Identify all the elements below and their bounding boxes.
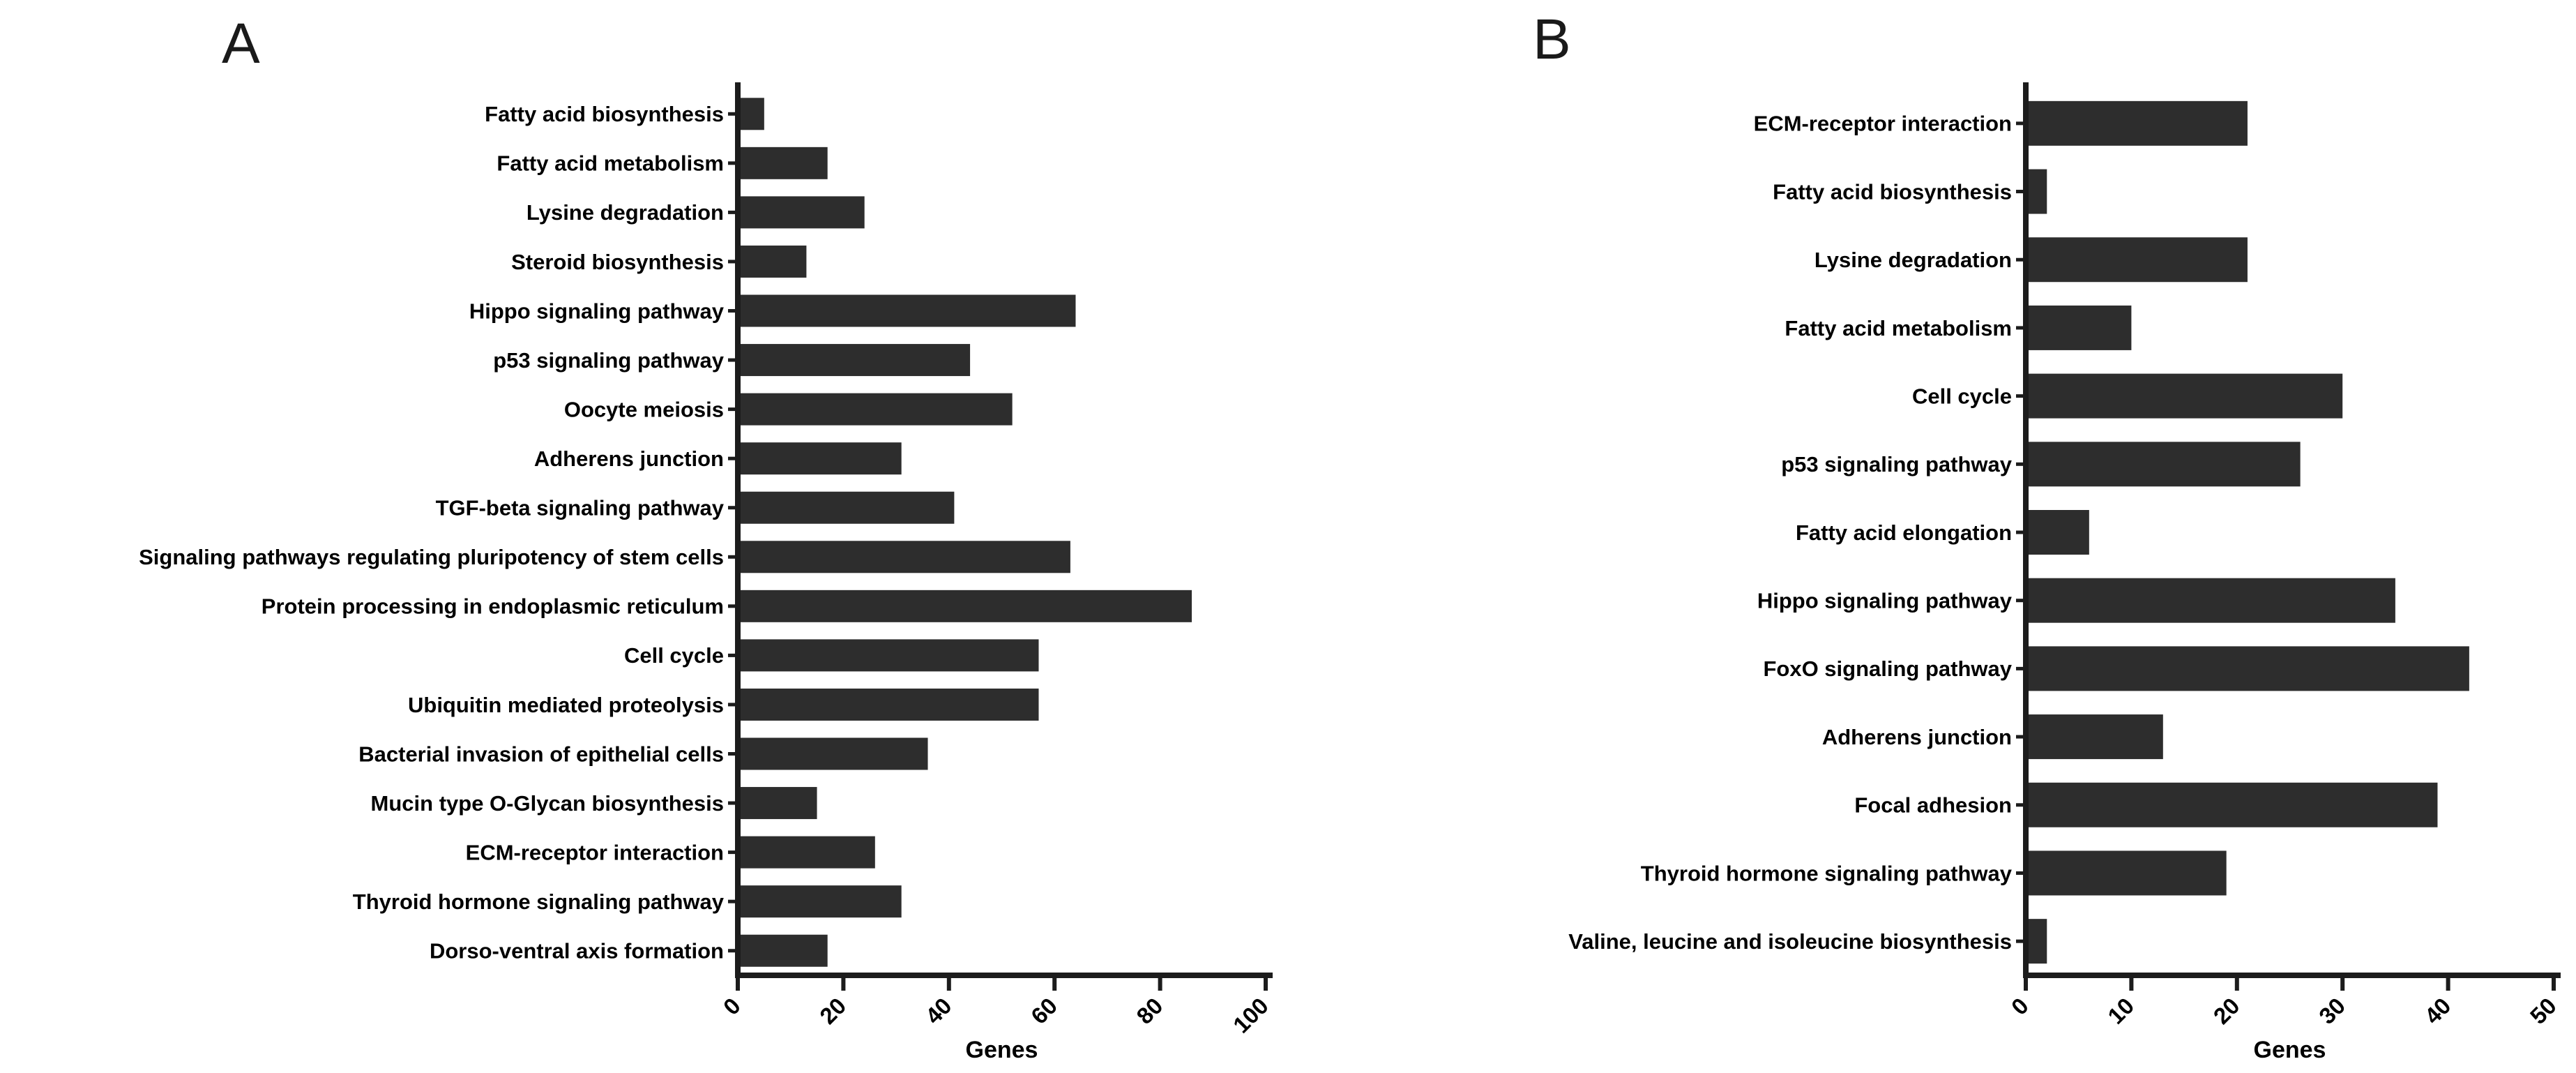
bar	[2026, 373, 2343, 419]
category-label: Lysine degradation	[1814, 248, 2012, 272]
x-axis-title: Genes	[966, 1037, 1038, 1063]
x-tick-label: 30	[2314, 993, 2350, 1029]
bar	[738, 491, 955, 524]
bar	[2026, 510, 2089, 555]
x-tick-label: 0	[2006, 993, 2033, 1020]
x-tick-label: 40	[920, 993, 957, 1029]
bar	[2026, 100, 2248, 146]
bar	[738, 393, 1013, 426]
x-tick-label: 100	[1228, 993, 1273, 1038]
bar	[2026, 237, 2248, 283]
bar	[738, 98, 764, 130]
x-tick-label: 20	[2208, 993, 2245, 1029]
category-label: Fatty acid elongation	[1796, 520, 2012, 545]
bar	[2026, 646, 2469, 691]
category-label: Adherens junction	[1822, 725, 2012, 749]
bar	[738, 934, 828, 967]
category-label: p53 signaling pathway	[493, 348, 724, 373]
bar	[2026, 782, 2438, 827]
category-label: Fatty acid biosynthesis	[1773, 179, 2012, 204]
bar	[738, 836, 875, 869]
bar	[738, 196, 865, 229]
bar	[738, 294, 1076, 327]
category-label: Mucin type O-Glycan biosynthesis	[371, 791, 724, 816]
category-label: Steroid biosynthesis	[511, 250, 724, 274]
x-tick-label: 80	[1131, 993, 1167, 1029]
panel-letter-b: B	[1533, 8, 1571, 71]
category-label: Hippo signaling pathway	[469, 299, 725, 323]
bar	[738, 147, 828, 179]
bar	[738, 688, 1039, 721]
bar	[738, 442, 902, 475]
bar	[738, 590, 1192, 622]
category-label: Fatty acid metabolism	[1785, 316, 2012, 340]
category-label: Bacterial invasion of epithelial cells	[358, 742, 724, 766]
category-label: Adherens junction	[534, 447, 724, 471]
bar	[2026, 714, 2163, 760]
bar	[738, 541, 1070, 573]
category-label: Thyroid hormone signaling pathway	[1641, 861, 2013, 885]
category-label: ECM-receptor interaction	[466, 840, 724, 864]
bar	[2026, 919, 2047, 964]
bar	[738, 885, 902, 918]
x-tick-label: 20	[815, 993, 851, 1029]
bar-chart-panel-a: Fatty acid biosynthesis Fatty acid metabo…	[139, 82, 1273, 1063]
bar	[738, 787, 817, 820]
category-label: p53 signaling pathway	[1781, 452, 2012, 477]
category-label: Valine, leucine and isoleucine biosynthe…	[1568, 929, 2012, 954]
bar	[2026, 442, 2301, 487]
bar	[2026, 305, 2132, 350]
x-axis-title: Genes	[2254, 1037, 2326, 1063]
category-label: ECM-receptor interaction	[1754, 112, 2012, 136]
bar	[738, 245, 807, 278]
category-label: Focal adhesion	[1854, 793, 2012, 818]
category-label: Fatty acid biosynthesis	[485, 102, 724, 126]
category-label: Cell cycle	[624, 643, 724, 668]
category-label: Protein processing in endoplasmic reticu…	[262, 594, 724, 619]
category-label: Dorso-ventral axis formation	[430, 939, 724, 963]
category-label: Thyroid hormone signaling pathway	[353, 890, 725, 914]
category-label: Cell cycle	[1912, 384, 2012, 408]
category-label: Oocyte meiosis	[564, 397, 724, 421]
category-label: TGF-beta signaling pathway	[436, 496, 725, 520]
bar	[2026, 169, 2047, 214]
x-tick-label: 50	[2525, 993, 2561, 1029]
x-tick-label: 40	[2419, 993, 2455, 1029]
bar	[738, 737, 928, 770]
category-label: FoxO signaling pathway	[1763, 656, 2012, 681]
bar	[2026, 578, 2395, 623]
x-tick-label: 0	[718, 993, 745, 1020]
bar-chart-panel-b: ECM-receptor interaction Fatty acid biosy…	[1568, 82, 2561, 1063]
category-label: Signaling pathways regulating pluripoten…	[139, 545, 724, 569]
bar	[738, 344, 971, 377]
panel-letter-a: A	[222, 12, 260, 75]
category-label: Lysine degradation	[526, 200, 724, 225]
category-label: Ubiquitin mediated proteolysis	[408, 693, 724, 717]
x-tick-label: 10	[2103, 993, 2139, 1029]
category-label: Hippo signaling pathway	[1757, 589, 2013, 613]
bar	[2026, 850, 2227, 896]
category-label: Fatty acid metabolism	[497, 151, 724, 176]
bar	[738, 639, 1039, 672]
x-tick-label: 60	[1026, 993, 1062, 1029]
